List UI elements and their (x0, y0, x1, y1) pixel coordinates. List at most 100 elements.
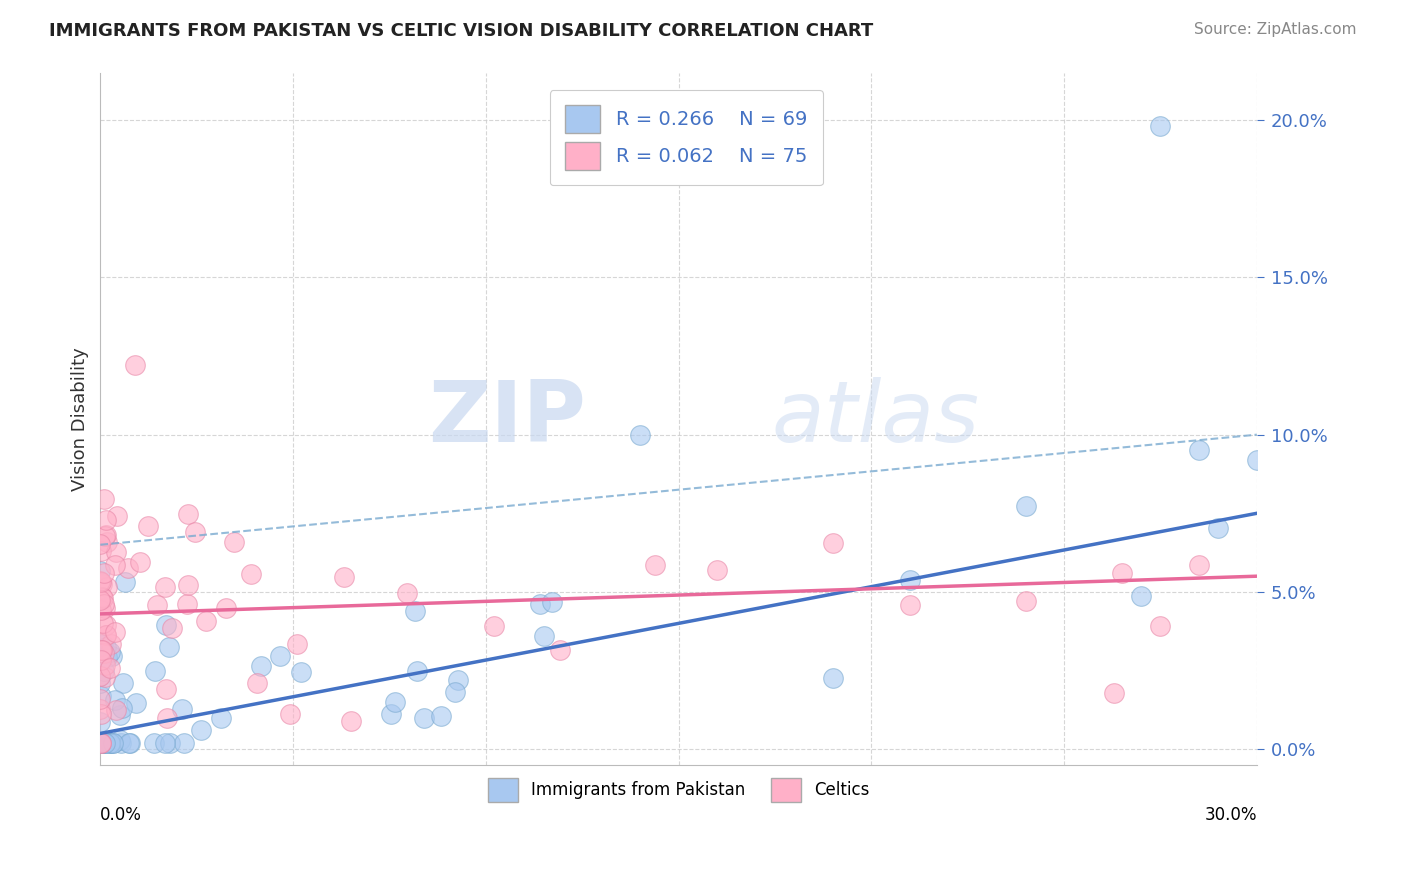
Point (136, 519, 159, 533)
Point (1206, 520, 1229, 534)
Point (89, 669, 111, 683)
Point (114, 575, 136, 590)
Point (90, 576, 112, 591)
Point (1188, 443, 1211, 458)
Point (172, 702, 194, 716)
Point (96, 535, 118, 549)
Point (94, 670, 117, 684)
Point (90, 574, 112, 589)
Point (447, 673, 470, 687)
Point (90, 736, 112, 750)
Point (91, 643, 114, 657)
Point (110, 736, 132, 750)
Point (89, 702, 111, 716)
Point (177, 578, 200, 592)
Point (1188, 558, 1211, 573)
Point (96, 649, 118, 664)
Point (101, 649, 124, 664)
Point (91, 591, 114, 606)
Point (111, 701, 134, 715)
Point (93, 664, 115, 678)
Point (333, 570, 356, 584)
Point (96, 628, 118, 642)
Point (90, 689, 112, 703)
Point (103, 693, 125, 707)
Point (117, 736, 139, 750)
Point (89, 692, 111, 706)
Point (821, 536, 844, 550)
Point (96, 580, 118, 594)
Y-axis label: Vision Disability: Vision Disability (72, 347, 89, 491)
Point (245, 676, 267, 690)
Point (89, 736, 111, 750)
Point (146, 598, 169, 612)
Point (406, 664, 429, 678)
Point (94, 513, 117, 527)
Point (153, 736, 176, 750)
Point (548, 643, 571, 657)
Point (90, 736, 112, 750)
Point (160, 621, 183, 635)
Point (430, 709, 453, 723)
Point (269, 648, 291, 663)
Point (628, 427, 651, 442)
Point (209, 711, 232, 725)
Point (89, 564, 111, 578)
Point (90, 736, 112, 750)
Point (98, 645, 121, 659)
Point (89, 736, 111, 750)
Point (153, 581, 176, 595)
Point (89, 574, 111, 589)
Point (215, 601, 238, 615)
Point (94, 600, 117, 615)
Point (94, 529, 117, 543)
Point (89, 714, 111, 729)
Point (540, 595, 562, 609)
Point (108, 707, 131, 722)
Point (89, 669, 111, 683)
Point (143, 664, 166, 678)
Point (898, 573, 921, 587)
Point (706, 563, 728, 577)
Point (278, 707, 301, 722)
Point (404, 604, 426, 618)
Point (413, 711, 436, 725)
Point (108, 733, 131, 747)
Point (159, 736, 181, 750)
Point (529, 597, 551, 611)
Point (89, 537, 111, 551)
Point (91, 615, 114, 630)
Point (100, 661, 122, 675)
Point (117, 561, 139, 575)
Point (173, 736, 195, 750)
Point (1014, 499, 1036, 513)
Point (129, 555, 152, 569)
Point (91, 736, 114, 750)
Point (103, 736, 125, 750)
Point (190, 723, 212, 737)
Legend: Immigrants from Pakistan, Celtics: Immigrants from Pakistan, Celtics (481, 772, 876, 808)
Point (90, 736, 112, 750)
Point (90, 544, 112, 558)
Point (176, 597, 198, 611)
Point (1149, 120, 1171, 134)
Point (94, 640, 117, 655)
Point (194, 615, 217, 629)
Point (443, 685, 465, 699)
Text: IMMIGRANTS FROM PAKISTAN VS CELTIC VISION DISABILITY CORRELATION CHART: IMMIGRANTS FROM PAKISTAN VS CELTIC VISIO… (49, 22, 873, 40)
Point (285, 637, 308, 651)
Point (290, 665, 312, 680)
Point (90, 603, 112, 617)
Point (156, 711, 179, 725)
Point (94, 628, 117, 642)
Point (644, 558, 666, 572)
Point (90, 736, 112, 750)
Point (101, 736, 124, 750)
Point (898, 598, 921, 612)
Point (94, 658, 117, 673)
Point (155, 618, 177, 632)
Point (98, 736, 121, 750)
Point (1102, 685, 1125, 699)
Point (98, 736, 121, 750)
Point (177, 508, 200, 522)
